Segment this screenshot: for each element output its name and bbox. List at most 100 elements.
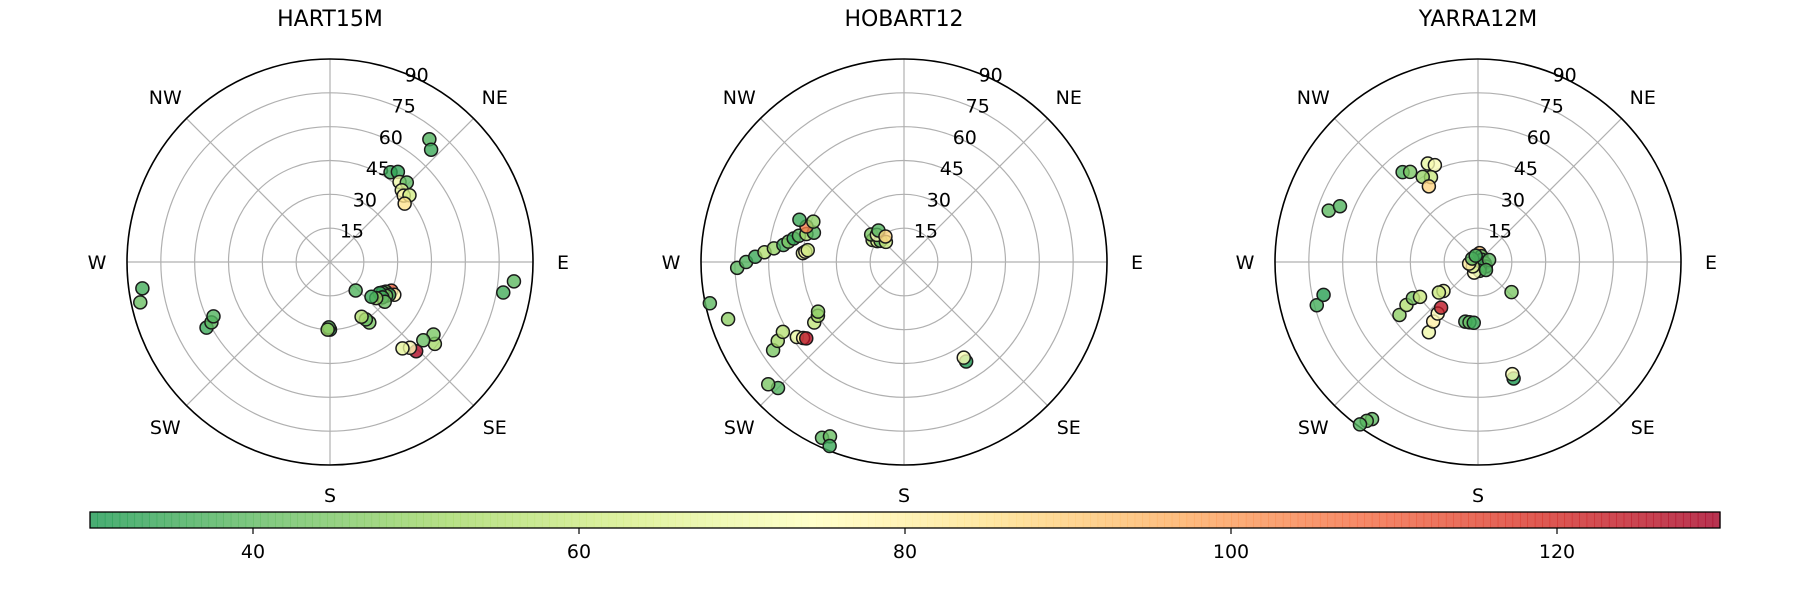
colorbar-segment: [653, 512, 662, 528]
colorbar-segment: [1408, 512, 1417, 528]
colorbar-segment: [645, 512, 654, 528]
colorbar-segment: [1134, 512, 1143, 528]
colorbar-segment: [438, 512, 447, 528]
direction-label: W: [662, 252, 681, 274]
colorbar-segment: [1030, 512, 1039, 528]
colorbar-segment: [519, 512, 528, 528]
scatter-point: [496, 285, 511, 300]
colorbar-segment: [630, 512, 639, 528]
colorbar-segment: [853, 512, 862, 528]
polar-frame: [1274, 58, 1682, 466]
colorbar-segment: [601, 512, 610, 528]
colorbar-segment: [949, 512, 958, 528]
colorbar-segment: [608, 512, 617, 528]
colorbar-segment: [927, 512, 936, 528]
direction-label: NE: [1630, 87, 1656, 109]
colorbar-segment: [697, 512, 706, 528]
colorbar-segment: [993, 512, 1002, 528]
colorbar-segment: [504, 512, 513, 528]
direction-label: S: [1472, 485, 1484, 507]
colorbar-segment: [327, 512, 336, 528]
grid-spoke: [329, 261, 474, 406]
colorbar-segment: [1149, 512, 1158, 528]
colorbar-segment: [860, 512, 869, 528]
colorbar-segment: [1275, 512, 1284, 528]
colorbar-segment: [1705, 512, 1714, 528]
colorbar-segment: [638, 512, 647, 528]
colorbar-segment: [756, 512, 765, 528]
colorbar-segment: [1571, 512, 1580, 528]
colorbar-segment: [1186, 512, 1195, 528]
colorbar-segment: [1645, 512, 1654, 528]
colorbar-segment: [475, 512, 484, 528]
scatter-point: [206, 309, 221, 324]
polar-panel: HOBART12 15 30 45 60 75 90 NE E SE S SW W NW: [662, 7, 1143, 507]
colorbar-segment: [912, 512, 921, 528]
colorbar-segment: [816, 512, 825, 528]
colorbar-segment: [1282, 512, 1291, 528]
colorbar-segment: [319, 512, 328, 528]
scatter-point: [1392, 307, 1407, 323]
colorbar-segment: [1697, 512, 1706, 528]
colorbar-segment: [1594, 512, 1603, 528]
colorbar-segment: [393, 512, 402, 528]
colorbar-segment: [979, 512, 988, 528]
colorbar-segment: [238, 512, 247, 528]
direction-label: SE: [1631, 417, 1655, 439]
polar-frame: [126, 58, 534, 466]
colorbar-segment: [1438, 512, 1447, 528]
grid-spoke: [903, 118, 1048, 263]
colorbar-segment: [1445, 512, 1454, 528]
colorbar-segment: [1519, 512, 1528, 528]
colorbar-segment: [1075, 512, 1084, 528]
scatter-point: [354, 309, 369, 324]
colorbar-segment: [1527, 512, 1536, 528]
direction-label: E: [1705, 252, 1717, 274]
colorbar-segment: [1312, 512, 1321, 528]
scatter-point: [1427, 157, 1443, 173]
radial-tick-label: 30: [1501, 189, 1525, 211]
direction-label: S: [898, 485, 910, 507]
colorbar-segment: [734, 512, 743, 528]
colorbar-segment: [1601, 512, 1610, 528]
colorbar-segment: [690, 512, 699, 528]
colorbar-segment: [304, 512, 313, 528]
colorbar-segment: [497, 512, 506, 528]
direction-label: SE: [1057, 417, 1081, 439]
colorbar-segment: [623, 512, 632, 528]
radial-tick-label: 45: [1514, 158, 1538, 180]
colorbar-segment: [1549, 512, 1558, 528]
colorbar-segment: [1423, 512, 1432, 528]
colorbar-segment: [823, 512, 832, 528]
colorbar-segment: [186, 512, 195, 528]
scatter-point: [1468, 248, 1483, 263]
grid-spoke: [903, 261, 1048, 406]
scatter-point: [1431, 285, 1447, 300]
colorbar-segment: [1253, 512, 1262, 528]
colorbar-segment: [171, 512, 180, 528]
colorbar-segment: [371, 512, 380, 528]
colorbar-segment: [1512, 512, 1521, 528]
colorbar-tick-label: 80: [893, 541, 917, 563]
colorbar-segment: [867, 512, 876, 528]
colorbar-segment: [1038, 512, 1047, 528]
colorbar-segment: [830, 512, 839, 528]
direction-label: SW: [1298, 417, 1329, 439]
direction-label: NE: [482, 87, 508, 109]
scatter-point: [1433, 300, 1449, 315]
colorbar-segment: [1334, 512, 1343, 528]
colorbar-segment: [1505, 512, 1514, 528]
colorbar-segment: [1179, 512, 1188, 528]
colorbar-segment: [586, 512, 595, 528]
scatter-point: [1466, 315, 1482, 331]
radial-tick-label: 90: [1553, 64, 1577, 86]
colorbar-segment: [378, 512, 387, 528]
scatter-point: [822, 438, 837, 454]
direction-label: W: [88, 252, 107, 274]
scatter-point: [506, 274, 522, 289]
colorbar-segment: [564, 512, 573, 528]
colorbar-segment: [90, 512, 99, 528]
colorbar-segment: [282, 512, 291, 528]
colorbar-segment: [1208, 512, 1217, 528]
